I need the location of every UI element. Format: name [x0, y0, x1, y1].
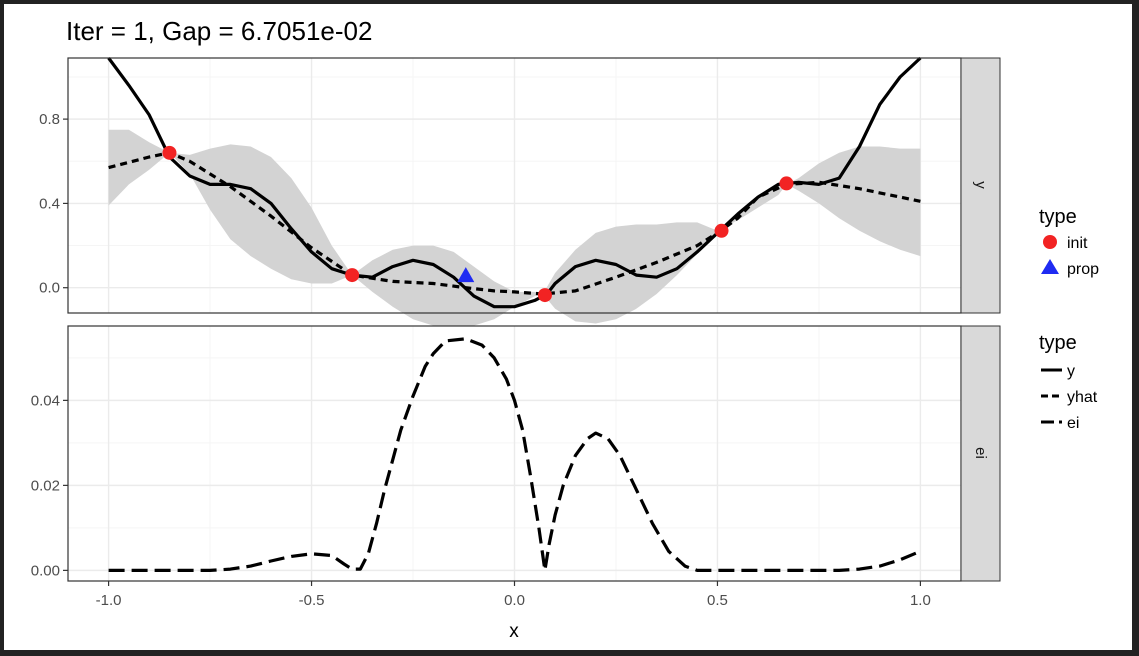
strip-y-background: [960, 57, 1001, 314]
panel-y-point-init: [714, 223, 729, 238]
panel-y-y-tick-label: 0.4: [39, 195, 60, 212]
panel-y-confidence-band: [108, 129, 921, 328]
panel-y-point-init: [779, 176, 794, 191]
panel-ei-x-tick-label: -1.0: [96, 592, 122, 609]
panel-ei-x-tick-label: -0.5: [299, 592, 325, 609]
panel-ei-x-tick-label: 0.5: [707, 592, 728, 609]
panel-y-point-init: [537, 288, 552, 303]
legend-yhat-label: yhat: [1067, 389, 1098, 406]
panel-ei-x-tick-label: 0.0: [504, 592, 525, 609]
strip-y: y: [960, 57, 1001, 314]
legend-points-title: type: [1039, 206, 1077, 228]
panel-ei-y-tick-label: 0.00: [31, 562, 60, 579]
panel-ei-series-ei: [108, 337, 922, 573]
legend-y-label: y: [1067, 363, 1075, 380]
panel-ei: 0.00 0.02 0.04 -1.0 -0.5 0.0 0.5 1.0: [31, 325, 962, 609]
panel-y-point-prop: [457, 267, 475, 283]
legend-lines-title: type: [1039, 332, 1077, 354]
strip-y-label: y: [972, 181, 989, 189]
legend-prop-label: prop: [1067, 261, 1099, 278]
strip-ei-background: [960, 325, 1001, 582]
legend-init-marker: [1043, 235, 1057, 249]
panel-y-series-yhat: [108, 151, 921, 296]
chart-title: Iter = 1, Gap = 6.7051e-02: [66, 16, 372, 46]
x-axis-title: x: [509, 621, 519, 642]
figure: Iter = 1, Gap = 6.7051e-02 0.0 0.4 0.8 0.0…: [4, 4, 1132, 650]
legend-ei-label: ei: [1067, 415, 1079, 432]
panel-ei-y-tick-label: 0.04: [31, 392, 60, 409]
legend-points: type init prop: [1039, 206, 1099, 278]
chart-svg: Iter = 1, Gap = 6.7051e-02 0.0 0.4 0.8 0.0…: [31, 16, 1099, 642]
panel-y-point-init: [345, 268, 360, 283]
legend-lines: type y yhat ei: [1039, 332, 1098, 432]
panel-ei-y-tick-label: 0.02: [31, 477, 60, 494]
legend-init-label: init: [1067, 235, 1088, 252]
panel-ei-x-tick-label: 1.0: [910, 592, 931, 609]
panel-y-y-tick-label: 0.0: [39, 280, 60, 297]
strip-ei: ei: [960, 325, 1001, 582]
panel-y-point-init: [162, 145, 177, 160]
panel-y: 0.0 0.4 0.8: [39, 56, 962, 328]
legend-prop-marker: [1041, 259, 1059, 274]
panel-y-y-tick-label: 0.8: [39, 111, 60, 128]
strip-ei-label: ei: [972, 447, 989, 459]
